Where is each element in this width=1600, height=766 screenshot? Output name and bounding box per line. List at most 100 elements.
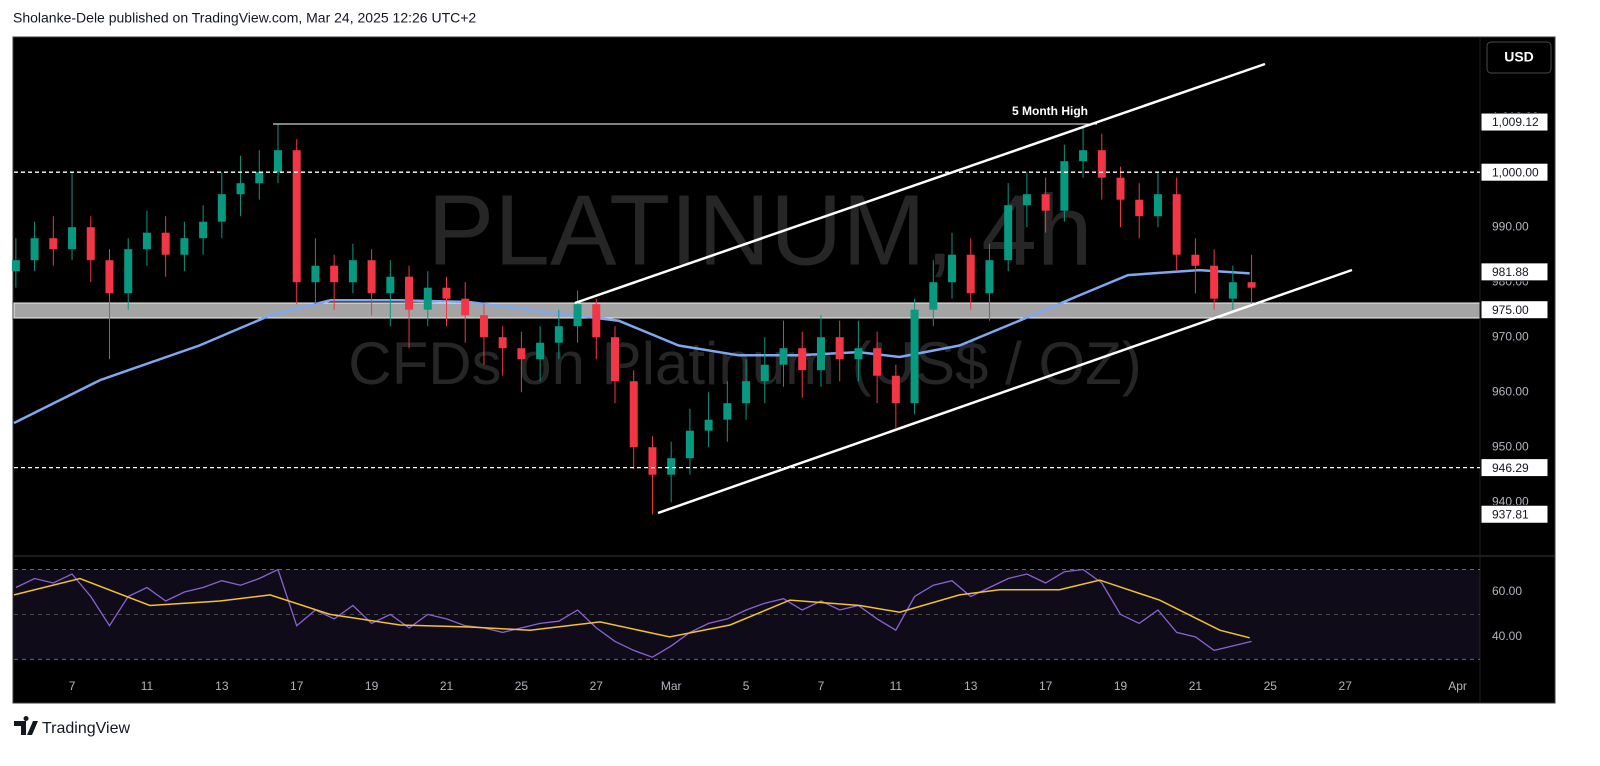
price-marker-box: [1480, 458, 1549, 478]
candle-body: [161, 232, 170, 255]
x-tick-label: 13: [964, 679, 978, 693]
x-tick-label: 25: [1264, 679, 1278, 693]
x-tick-label: 17: [1039, 679, 1053, 693]
candle-body: [948, 254, 957, 283]
candle-body: [367, 260, 376, 294]
currency-button-frame[interactable]: [1486, 41, 1552, 74]
candle-body: [423, 287, 432, 310]
candle-body: [517, 348, 526, 360]
y-tick-label: 970.00: [1492, 329, 1529, 343]
candle-body: [479, 315, 488, 338]
y-tick-label: 960.00: [1492, 384, 1529, 398]
candle-body: [1135, 199, 1144, 217]
candle-body: [742, 381, 751, 404]
candle-body: [1097, 150, 1106, 178]
candle-body: [891, 375, 900, 404]
candle-body: [1060, 161, 1069, 211]
candle-body: [573, 304, 582, 327]
x-tick-label: 19: [1114, 679, 1128, 693]
candle-body: [124, 249, 133, 294]
candle-body: [68, 227, 77, 250]
candle-body: [273, 150, 282, 173]
candle-body: [1041, 194, 1050, 211]
candle-body: [1172, 194, 1181, 255]
x-tick-label: 11: [890, 679, 903, 693]
candle-body: [854, 348, 863, 360]
candle-body: [685, 430, 694, 459]
y-tick-label: 40.00: [1492, 629, 1522, 643]
candle-body: [30, 238, 39, 261]
rsi-line: [15, 568, 1252, 658]
candle-body: [1191, 254, 1200, 266]
x-tick-label: 19: [365, 679, 379, 693]
candle-body: [798, 348, 807, 371]
watermark: PLATINUM, 4h CFDs on Platinum (US$ / OZ): [348, 174, 1142, 396]
price-marker-label: 937.81: [1492, 507, 1529, 521]
candle-body: [142, 232, 151, 250]
candle-body: [1116, 177, 1125, 200]
candle-body: [105, 260, 114, 294]
footer: TradingView: [14, 716, 130, 737]
y-tick-label: 60.00: [1492, 584, 1522, 598]
candle-body: [648, 447, 657, 475]
candle-body: [667, 458, 676, 475]
brand-logo: [14, 716, 38, 735]
channel-upper: [574, 62, 1266, 305]
candle-body: [592, 304, 601, 338]
rsi-band: [14, 569, 1480, 660]
candle-body: [873, 348, 882, 376]
candle-body: [1228, 282, 1237, 299]
x-tick-label: 7: [818, 679, 825, 693]
x-tick-label: Apr: [1448, 679, 1467, 693]
x-tick-label: 7: [69, 679, 76, 693]
candle-body: [49, 238, 58, 250]
candle-body: [1210, 265, 1219, 299]
x-tick-label: 27: [590, 679, 604, 693]
candle-body: [292, 150, 301, 283]
candle-body: [1247, 282, 1256, 288]
candle-body: [236, 183, 245, 195]
x-tick-label: 21: [1189, 679, 1203, 693]
candle-body: [442, 287, 451, 299]
y-tick-label: 950.00: [1492, 439, 1529, 453]
candle-body: [835, 337, 844, 360]
candle-body: [966, 254, 975, 294]
candle-body: [348, 260, 357, 283]
moving-average: [13, 268, 1250, 425]
price-marker-label: 1,000.00: [1492, 165, 1539, 179]
currency-label[interactable]: USD: [1504, 49, 1534, 65]
x-tick-label: 17: [290, 679, 304, 693]
candle-body: [1022, 194, 1031, 206]
candle-body: [760, 364, 769, 382]
x-tick-label: 25: [515, 679, 529, 693]
channel-lower: [657, 268, 1353, 515]
brand-name: TradingView: [42, 720, 130, 737]
candle-body: [554, 326, 563, 343]
price-marker-label: 975.00: [1492, 303, 1529, 317]
axes: 940.00950.00960.00970.00980.00990.001,00…: [69, 109, 1549, 693]
byline: Sholanke-Dele published on TradingView.c…: [13, 10, 476, 26]
candle-body: [536, 342, 545, 360]
x-tick-label: 21: [440, 679, 454, 693]
candle-body: [199, 221, 208, 239]
y-tick-label: 990.00: [1492, 219, 1529, 233]
candle-body: [611, 337, 620, 382]
plot: [11, 124, 1480, 660]
annotation: 5 Month High: [1012, 104, 1088, 118]
candle-body: [1079, 150, 1088, 162]
candle-body: [255, 172, 264, 184]
price-marker-label: 1,009.12: [1492, 115, 1539, 129]
candle-body: [816, 337, 825, 371]
x-tick-label: Mar: [661, 679, 682, 693]
rsi-average: [13, 577, 1250, 639]
drawings: 5 Month High: [273, 62, 1353, 515]
price-marker-label: 981.88: [1492, 265, 1529, 279]
candle-body: [629, 381, 638, 448]
watermark-title: PLATINUM, 4h: [428, 174, 1093, 286]
currency-button[interactable]: USD: [1486, 41, 1552, 74]
price-marker-box: [1480, 112, 1549, 132]
support-zone: [13, 302, 1481, 319]
x-tick-label: 5: [743, 679, 750, 693]
candle-body: [311, 265, 320, 283]
candle-body: [330, 265, 339, 283]
